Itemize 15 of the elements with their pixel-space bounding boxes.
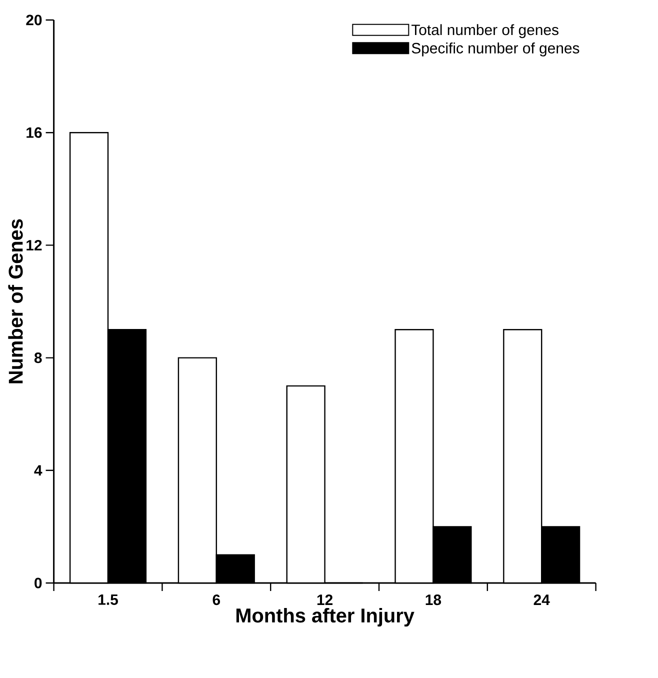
y-tick-label: 20 bbox=[26, 14, 42, 26]
y-tick-label: 4 bbox=[34, 465, 42, 476]
x-tick-label: 24 bbox=[534, 594, 550, 605]
legend-label: Total number of genes bbox=[411, 24, 558, 38]
y-tick-label: 8 bbox=[34, 352, 42, 364]
y-tick-label: 0 bbox=[34, 578, 42, 588]
legend-label: Specific number of genes bbox=[412, 42, 580, 56]
x-tick-label: 1.5 bbox=[98, 594, 118, 605]
y-axis-title: Number of Genes bbox=[8, 219, 23, 384]
y-tick-label: 16 bbox=[26, 127, 42, 138]
x-tick-label: 12 bbox=[317, 594, 333, 605]
x-tick-label: 6 bbox=[212, 594, 220, 606]
x-tick-label: 18 bbox=[426, 594, 442, 606]
x-axis-title: Months after Injury bbox=[236, 608, 414, 627]
y-tick-label: 12 bbox=[26, 240, 42, 250]
